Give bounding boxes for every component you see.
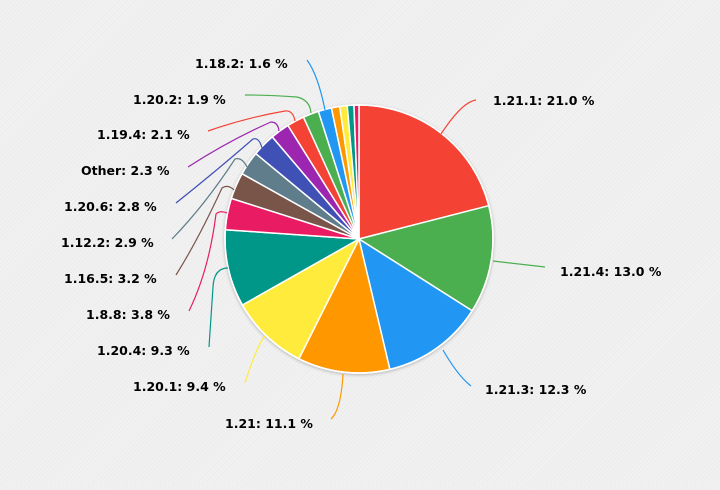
leader-line <box>440 99 477 135</box>
data-label: 1.20.4: 9.3 % <box>97 343 190 358</box>
leader-line <box>187 121 280 168</box>
data-labels: 1.21.1: 21.0 % 1.21.4: 13.0 % 1.21.3: 12.3… <box>61 56 662 431</box>
data-label: 1.21.1: 21.0 % <box>493 93 595 108</box>
data-label: 1.21.3: 12.3 % <box>485 382 587 397</box>
leader-line <box>306 59 326 111</box>
data-label: 1.16.5: 3.2 % <box>64 271 157 286</box>
leader-line <box>175 185 235 276</box>
data-label: 1.18.2: 1.6 % <box>195 56 288 71</box>
leader-line <box>171 158 248 240</box>
leader-line <box>244 335 266 384</box>
data-label: Other: 2.3 % <box>81 163 170 178</box>
leader-line <box>442 349 472 387</box>
leader-line <box>330 373 344 420</box>
data-label: 1.20.6: 2.8 % <box>64 199 157 214</box>
data-label: 1.20.1: 9.4 % <box>133 379 226 394</box>
leader-line <box>244 94 312 114</box>
pie-border <box>224 104 494 374</box>
leader-lines <box>171 59 546 420</box>
data-label: 1.21.4: 13.0 % <box>560 264 662 279</box>
data-label: 1.8.8: 3.8 % <box>86 307 170 322</box>
leader-line <box>207 110 296 132</box>
data-label: 1.12.2: 2.9 % <box>61 235 154 250</box>
data-label: 1.21: 11.1 % <box>225 416 313 431</box>
leader-line <box>175 138 263 204</box>
leader-line <box>188 211 228 312</box>
leader-line <box>208 267 229 348</box>
data-label: 1.19.4: 2.1 % <box>97 127 190 142</box>
data-label: 1.20.2: 1.9 % <box>133 92 226 107</box>
pie-slices <box>224 104 494 374</box>
leader-line <box>492 260 546 268</box>
